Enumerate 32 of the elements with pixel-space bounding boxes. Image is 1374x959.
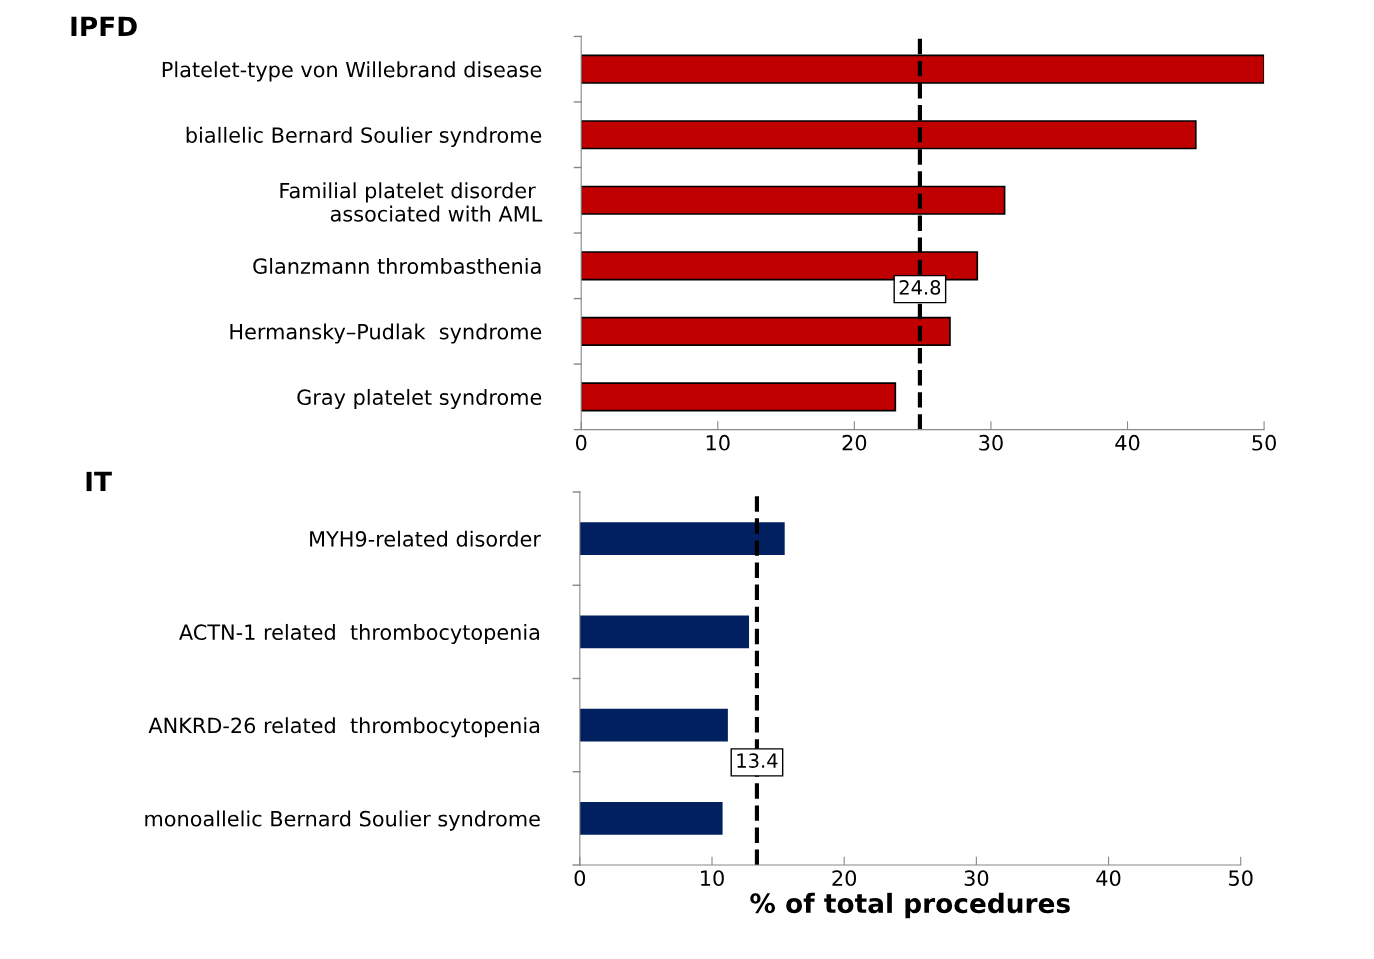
x-axis-title: % of total procedures — [750, 892, 1070, 919]
y-tick-label: Familial platelet disorder associated with AML — [280, 182, 543, 222]
x-tick-label: 50 — [1229, 870, 1253, 887]
bar — [579, 802, 723, 835]
y-tick-label: biallelic Bernard Soulier syndrome — [186, 126, 542, 147]
x-tick-label: 30 — [979, 434, 1003, 451]
bar — [579, 708, 728, 742]
x-tick-label: 30 — [964, 870, 989, 887]
text: IT — [86, 471, 112, 492]
ref-line-label: 13.4 — [737, 753, 778, 768]
bar — [579, 522, 785, 555]
y-tick-label: Hermansky–Pudlak syndrome — [230, 323, 542, 344]
x-tick-label: 10 — [706, 434, 730, 451]
x-tick-label: 0 — [575, 434, 587, 451]
x-tick-label: 20 — [832, 870, 857, 887]
x-tick-label: 40 — [1115, 434, 1140, 451]
x-tick-label: 0 — [574, 870, 586, 887]
y-tick-label: ANKRD-26 related thrombocytopenia — [148, 717, 540, 738]
y-tick-label: ACTN-1 related thrombocytopenia — [179, 623, 540, 645]
y-tick-label: MYH9-related disorder — [310, 530, 541, 547]
y-tick-label: Glanzmann thrombasthenia — [253, 257, 541, 275]
y-tick-label: Platelet-type von Willebrand disease — [162, 61, 542, 82]
x-tick-label: 50 — [1252, 434, 1276, 451]
ref-line-label: 24.8 — [899, 280, 941, 295]
y-tick-label: Gray platelet syndrome — [297, 388, 542, 410]
bar — [581, 382, 897, 412]
x-tick-label: 10 — [701, 870, 724, 887]
x-tick-label: 20 — [842, 434, 867, 451]
bar — [579, 615, 750, 649]
text: IPFD — [71, 16, 137, 36]
y-tick-label: monoallelic Bernard Soulier syndrome — [145, 810, 540, 831]
x-tick-label: 40 — [1096, 870, 1121, 887]
